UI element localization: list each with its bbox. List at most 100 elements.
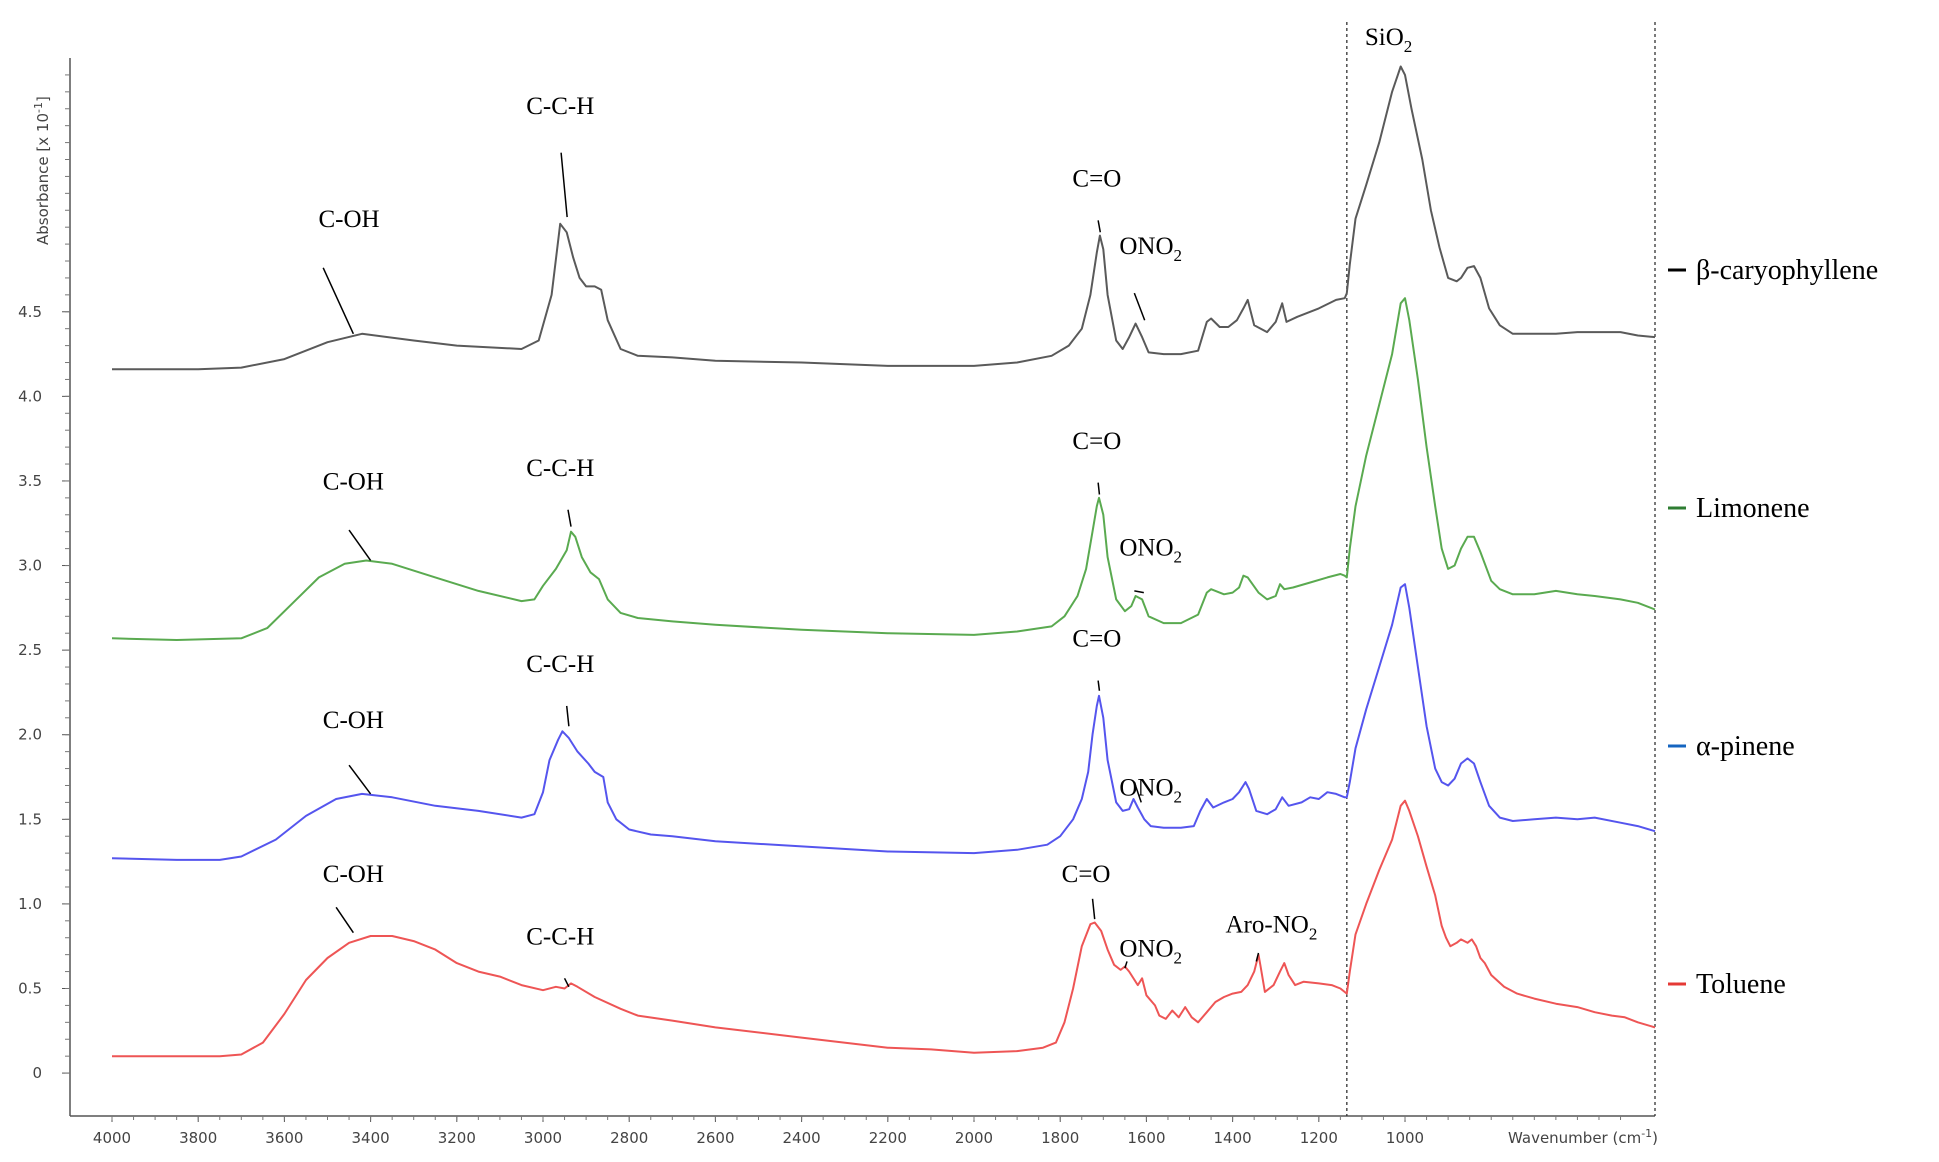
peak-label: C=O [1062,861,1111,888]
x-tick-label: 3600 [265,1129,303,1147]
y-tick-label: 2.5 [18,641,42,659]
peak-leader-line [563,978,570,988]
legend-label: Limonene [1696,493,1810,524]
peak-label-main: ONO [1119,233,1173,260]
x-axis-title-tail: ) [1652,1129,1658,1147]
y-tick-label: 3.5 [18,472,42,490]
peak-label: C-OH [323,707,384,734]
peak-leader-line [560,152,568,218]
y-axis-title: Absorbance [x 10-1] [32,96,52,245]
peak-label-main: ONO [1119,534,1173,561]
x-axis-title-main: Wavenumber (cm [1508,1129,1641,1147]
peak-label: ONO2 [1119,775,1182,807]
x-tick-label: 3200 [438,1129,476,1147]
peak-leader-line [1124,961,1128,969]
spectrum-line-0 [112,65,1656,371]
x-tick-label: 1000 [1386,1129,1424,1147]
spectrum-line-1 [111,297,1656,641]
x-tick-label: 2600 [696,1129,734,1147]
peak-leader-line [1133,781,1142,803]
peak-label-main: C-OH [318,206,379,233]
peak-label-main: C-OH [323,861,384,888]
legend-label: Toluene [1696,969,1786,1000]
peak-leader-line [567,509,572,527]
peak-label-main: C=O [1072,428,1121,455]
sio2-region-label: SiO2 [1365,24,1412,56]
sio2-region-markers [1346,22,1656,1116]
peak-label-main: C-C-H [526,924,594,951]
peak-label-main: C=O [1072,166,1121,193]
peak-label: C-C-H [526,93,594,120]
peak-label: C-C-H [526,924,594,951]
sio2-label-main: SiO [1365,24,1404,51]
x-axis-title-exponent: -1 [1641,1127,1652,1140]
peak-label: C=O [1072,626,1121,653]
x-tick-label: 1600 [1127,1129,1165,1147]
peak-label: C=O [1072,166,1121,193]
peak-label-main: ONO [1119,935,1173,962]
legend-label: β-caryophyllene [1696,255,1878,286]
x-tick-label: 4000 [93,1129,131,1147]
peak-leader-line [565,705,570,727]
x-tick-label: 1400 [1214,1129,1252,1147]
peak-leader-line [348,764,372,795]
peak-label-subscript: 2 [1309,925,1318,944]
axes [69,58,1655,1117]
peak-leader-line [348,529,372,561]
sio2-label-subscript: 2 [1404,37,1413,56]
peak-label-subscript: 2 [1174,948,1183,967]
peak-label-main: C-OH [323,468,384,495]
peak-leader-line [1097,220,1102,233]
peak-label: ONO2 [1119,534,1182,566]
y-axis-title-main: Absorbance [x 10 [34,113,52,245]
peak-label: Aro-NO2 [1225,912,1317,944]
y-tick-label: 3.0 [18,557,42,575]
y-tick-label: 1.5 [18,810,42,828]
peak-label-subscript: 2 [1174,547,1183,566]
x-tick-label: 2000 [955,1129,993,1147]
peak-label-main: C-OH [323,707,384,734]
peak-label: C=O [1072,428,1121,455]
peak-label-main: C=O [1062,861,1111,888]
peak-leader-line [1255,952,1260,962]
peak-leader-line [1097,482,1101,495]
peak-label: ONO2 [1119,233,1182,265]
peak-label: C-C-H [526,651,594,678]
spectrum-line-2 [111,583,1656,861]
y-axis-title-tail: ] [34,96,52,102]
legend: β-caryophyllene Limonene α-pinene Toluene [1668,255,1878,1000]
y-tick-label: 4.0 [18,387,42,405]
x-tick-label: 3400 [352,1129,390,1147]
peak-leader-line [1133,292,1146,321]
y-tick-label: 0 [32,1064,42,1082]
y-tick-label: 2.0 [18,726,42,744]
peak-label-subscript: 2 [1174,788,1183,807]
x-axis-title: Wavenumber (cm-1) [1508,1127,1658,1147]
tick-labels: 4000 3800 3600 3400 3200 3000 2800 2600 2400 2200… [18,74,1622,1147]
x-tick-label: 3800 [179,1129,217,1147]
peak-label: C-OH [323,468,384,495]
peak-label: C-C-H [526,455,594,482]
y-tick-label: 1.0 [18,895,42,913]
peak-leader-line [335,906,354,934]
peak-label-main: C-C-H [526,455,594,482]
x-tick-label: 1200 [1300,1129,1338,1147]
y-tick-label: 0.5 [18,979,42,997]
peak-label: C-OH [323,861,384,888]
peak-label-main: C=O [1072,626,1121,653]
x-tick-label: 2400 [783,1129,821,1147]
y-tick-label: 4.5 [18,303,42,321]
peak-label: C-OH [318,206,379,233]
x-tick-label: 3000 [524,1129,562,1147]
peak-leader-line [1134,590,1144,594]
spectra-series [111,65,1656,1058]
peak-label-subscript: 2 [1174,246,1183,265]
peak-label: ONO2 [1119,935,1182,967]
spectrum-line-3 [112,799,1656,1058]
peak-leader-line [1097,680,1101,691]
legend-label: α-pinene [1696,731,1795,762]
x-tick-label: 2800 [610,1129,648,1147]
peak-leader-line [322,267,355,335]
peak-label-main: Aro-NO [1225,912,1308,939]
